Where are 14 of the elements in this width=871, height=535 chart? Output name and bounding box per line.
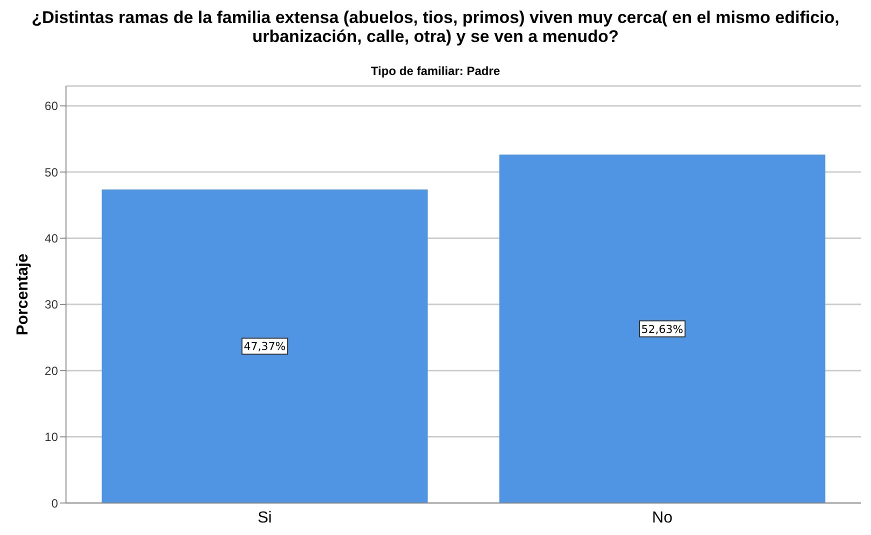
y-tick-label: 0 [51,496,58,510]
y-tick-label: 60 [44,99,58,114]
chart-title: ¿Distintas ramas de la familia extensa (abuelos, tios, primos) viven muy cerca( en el mismo edificio, urbanización, calle, otra) y se ven a menudo? [30,8,840,46]
x-tick-label: Si [258,509,272,526]
y-tick-label: 40 [44,232,58,246]
chart-subtitle: Tipo de familiar: Padre [370,64,502,78]
data-label: 52,63% [641,322,684,336]
y-tick-label: 20 [44,364,58,378]
y-axis-title: Porcentaje [14,253,32,336]
data-label: 47,37% [244,340,286,354]
x-tick-label: No [652,509,673,526]
y-tick-label: 10 [44,430,58,444]
y-tick-label: 50 [44,165,58,180]
y-tick-label: 30 [44,298,58,312]
